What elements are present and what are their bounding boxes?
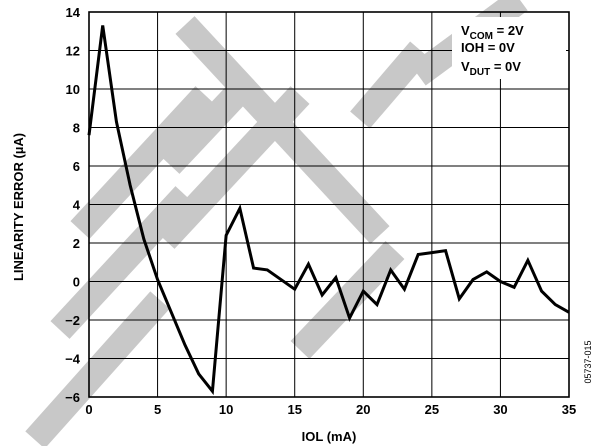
y-tick-label: 10	[66, 82, 80, 97]
y-tick-label: −2	[65, 313, 80, 328]
plot-frame	[88, 11, 570, 398]
watermark-stroke	[70, 86, 215, 239]
x-tick-label: 25	[425, 402, 439, 417]
x-tick-label: 10	[219, 402, 233, 417]
x-axis-label: IOL (mA)	[302, 429, 357, 444]
figure-id: 05737-015	[583, 340, 593, 383]
y-tick-label: 14	[66, 5, 81, 20]
legend-ioh: IOH = 0V	[461, 40, 515, 55]
y-tick-label: 12	[66, 44, 80, 59]
legend-vcom: VCOM = 2V	[461, 23, 524, 42]
y-tick-labels: −6 −4 −2 0 2 4 6 8 10 12 14	[65, 5, 81, 405]
y-tick-label: 2	[73, 236, 80, 251]
x-tick-label: 30	[493, 402, 507, 417]
y-tick-label: 8	[73, 121, 80, 136]
watermark-stroke	[50, 186, 195, 339]
y-tick-label: −6	[65, 390, 80, 405]
x-tick-labels: 0 5 10 15 20 25 30 35	[85, 402, 576, 417]
watermark-stroke	[25, 291, 170, 446]
x-tick-label: 15	[287, 402, 301, 417]
y-axis-label: LINEARITY ERROR (µA)	[11, 133, 26, 281]
y-tick-label: 4	[73, 198, 81, 213]
watermark-stroke	[290, 241, 405, 359]
y-tick-label: 6	[73, 159, 80, 174]
x-tick-label: 0	[85, 402, 92, 417]
legend-background	[452, 17, 566, 79]
legend-box: VCOM = 2V IOH = 0V VDUT = 0V	[452, 17, 566, 79]
chart-grid	[89, 12, 569, 397]
x-tick-label: 35	[562, 402, 576, 417]
watermark-stroke	[350, 41, 430, 129]
series-line	[87, 25, 570, 396]
y-tick-label: 0	[73, 275, 80, 290]
y-tick-label: −4	[65, 352, 81, 367]
x-tick-label: 5	[154, 402, 161, 417]
legend-vdut: VDUT = 0V	[461, 59, 521, 78]
x-tick-label: 20	[356, 402, 370, 417]
watermark-stroke	[155, 86, 310, 249]
